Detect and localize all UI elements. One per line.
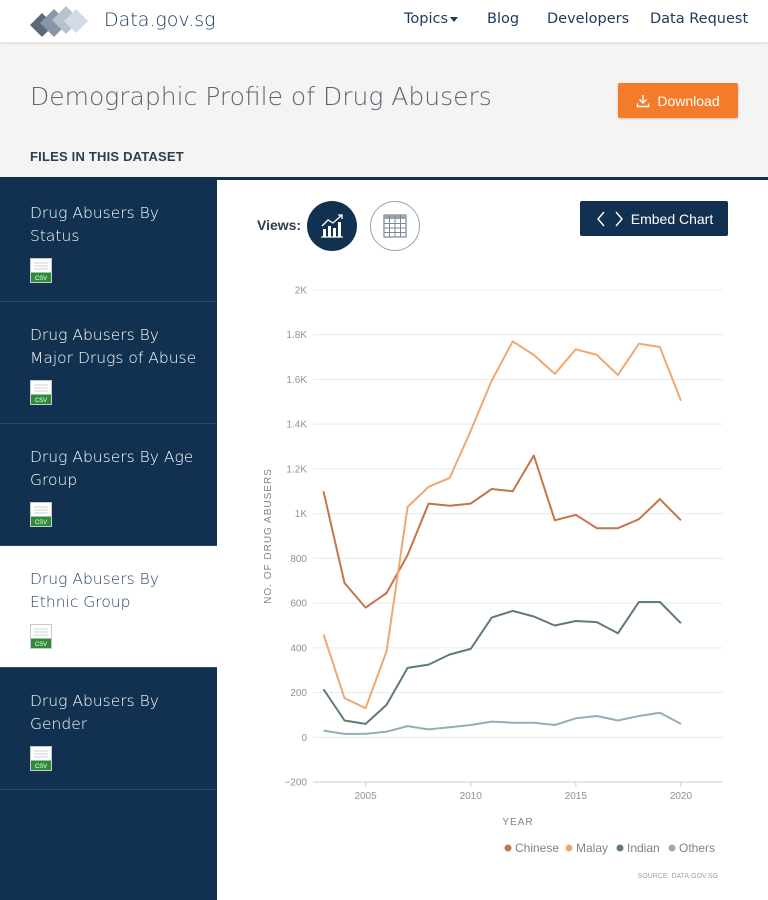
y-tick-label: 1.2K [286, 464, 307, 475]
csv-file-icon: CSV [30, 502, 52, 527]
y-tick-label: 1.4K [286, 420, 307, 431]
source-note: SOURCE: DATA.GOV.SG [638, 873, 718, 880]
series-line-chinese [322, 454, 682, 609]
y-tick-label: 600 [290, 599, 307, 610]
legend-marker [616, 844, 624, 852]
file-list-sidebar: Drug Abusers By Status CSV Drug Abusers … [0, 180, 217, 900]
file-item-major-drugs[interactable]: Drug Abusers By Major Drugs of Abuse CSV [0, 302, 217, 424]
y-tick-label: −200 [284, 778, 307, 789]
csv-file-icon: CSV [30, 380, 52, 405]
top-navbar: Data.gov.sg Topics Blog Developers Data … [0, 0, 768, 43]
csv-file-icon: CSV [30, 746, 52, 771]
series-lines [322, 340, 682, 735]
file-item-label: Drug Abusers By Ethnic Group [30, 570, 159, 611]
y-tick-label: 1.8K [286, 330, 307, 341]
download-icon [637, 94, 650, 107]
legend-marker [565, 844, 573, 852]
x-axis-title: YEAR [502, 817, 533, 828]
file-item-status[interactable]: Drug Abusers By Status CSV [0, 180, 217, 302]
files-heading: FILES IN THIS DATASET [30, 149, 184, 164]
table-icon [383, 214, 407, 238]
y-tick-label: 0 [301, 733, 307, 744]
code-brackets-icon [596, 211, 623, 226]
embed-label: Embed Chart [630, 210, 714, 227]
file-item-age-group[interactable]: Drug Abusers By Age Group CSV [0, 424, 217, 546]
line-chart-icon [321, 214, 343, 238]
y-tick-label: 400 [290, 643, 307, 654]
nav-topics[interactable]: Topics [404, 11, 459, 27]
y-tick-label: 200 [290, 688, 307, 699]
views-label: Views: [257, 217, 302, 233]
page-title: Demographic Profile of Drug Abusers [30, 82, 492, 111]
file-item-label: Drug Abusers By Age Group [30, 448, 194, 489]
nav-blog[interactable]: Blog [487, 11, 520, 27]
file-item-label: Drug Abusers By Status [30, 204, 159, 245]
legend-marker [668, 844, 676, 852]
file-item-label: Drug Abusers By Gender [30, 692, 159, 733]
x-tick-label: 2020 [670, 791, 693, 802]
csv-file-icon: CSV [30, 258, 52, 283]
legend-label: Indian [627, 841, 660, 855]
x-tick-label: 2010 [460, 791, 483, 802]
csv-badge: CSV [35, 764, 47, 770]
series-line-others [323, 711, 682, 735]
chart-panel: Views: Embed Chart [217, 180, 768, 900]
legend-label: Malay [576, 841, 608, 855]
legend-label: Chinese [515, 841, 559, 855]
y-tick-label: 800 [290, 554, 307, 565]
file-item-label: Drug Abusers By Major Drugs of Abuse [30, 326, 197, 367]
chart-view-button[interactable] [307, 201, 357, 251]
legend: Chinese Malay Indian Others [504, 841, 715, 855]
download-label: Download [657, 92, 720, 109]
csv-badge: CSV [35, 276, 47, 282]
file-item-gender[interactable]: Drug Abusers By Gender CSV [0, 668, 217, 790]
x-axis: 2005 2010 2015 2020 [313, 781, 723, 802]
y-tick-label: 1K [295, 509, 308, 520]
brand-name[interactable]: Data.gov.sg [104, 9, 216, 31]
download-button[interactable]: Download [618, 83, 738, 118]
series-line-malay [322, 340, 682, 710]
y-tick-label: 2K [295, 286, 308, 297]
x-tick-label: 2005 [354, 791, 377, 802]
caret-down-icon [450, 16, 459, 22]
legend-marker [504, 844, 512, 852]
file-item-ethnic-group[interactable]: Drug Abusers By Ethnic Group CSV [0, 546, 217, 668]
nav-developers[interactable]: Developers [547, 11, 630, 27]
logo-icon[interactable] [30, 3, 94, 37]
csv-badge: CSV [35, 642, 47, 648]
y-ticks: −200 0 200 400 600 800 1K 1.2K 1.4K 1.6K 1.8K 2K [284, 286, 307, 789]
legend-label: Others [679, 841, 715, 855]
y-tick-label: 1.6K [286, 375, 307, 386]
csv-badge: CSV [35, 398, 47, 404]
csv-badge: CSV [35, 520, 47, 526]
y-axis-title: NO. OF DRUG ABUSERS [263, 468, 274, 604]
grid [313, 289, 723, 783]
csv-file-icon: CSV [30, 624, 52, 649]
embed-chart-button[interactable]: Embed Chart [580, 201, 728, 236]
nav-data-request[interactable]: Data Request [650, 11, 749, 27]
table-view-button[interactable] [370, 201, 420, 251]
divider [0, 177, 768, 180]
series-line-indian [322, 601, 682, 725]
line-chart: −200 0 200 400 600 800 1K 1.2K 1.4K 1.6K 1.8K 2K 20… [263, 286, 723, 880]
x-tick-label: 2015 [565, 791, 588, 802]
nav-topics-label: Topics [404, 11, 449, 27]
